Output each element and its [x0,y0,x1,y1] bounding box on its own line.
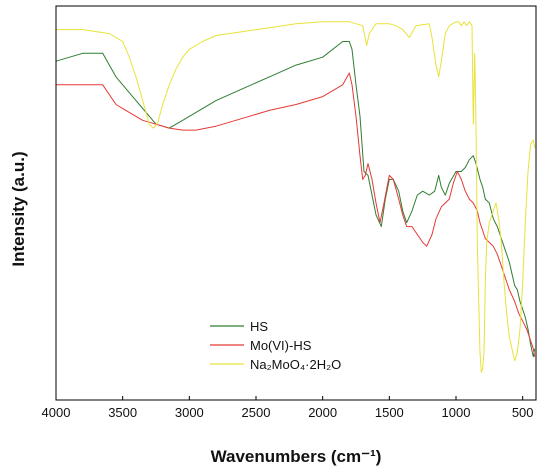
plot-frame [55,5,537,401]
series-line-0 [55,41,536,358]
x-tick-label: 500 [512,405,534,420]
legend-label-2: Na₂MoO₄·2H₂O [250,357,341,372]
x-tick-label: 3500 [108,405,137,420]
x-tick-label: 1000 [442,405,471,420]
plot-lines [55,21,536,373]
series-line-2 [56,21,536,373]
legend-label-1: Mo(VI)-HS [250,338,312,353]
x-tick-label: 2500 [242,405,271,420]
x-tick-label: 1500 [375,405,404,420]
legend-label-0: HS [250,319,268,334]
legend: HS Mo(VI)-HS Na₂MoO₄·2H₂O [210,319,341,372]
x-axis-title: Wavenumbers (cm⁻¹) [211,447,382,466]
series-line-1 [56,72,536,357]
x-tick-label: 3000 [175,405,204,420]
x-axis-ticks: 4000 3500 3000 2500 2000 1500 1000 500 [42,396,534,420]
x-tick-label: 4000 [42,405,71,420]
y-axis-title: Intensity (a.u.) [9,151,28,266]
x-tick-label: 2000 [308,405,337,420]
